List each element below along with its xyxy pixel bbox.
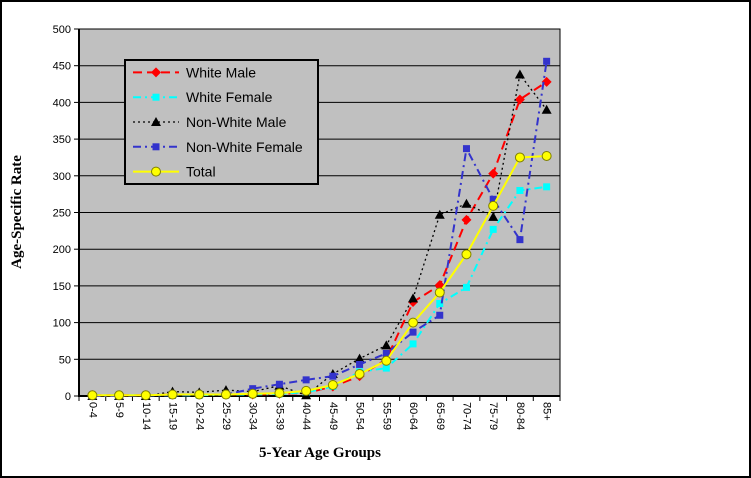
marker-non-white-female [302,376,310,384]
x-tick-label: 30-34 [247,402,259,430]
marker-white-male [514,94,525,105]
marker-total [434,287,445,298]
x-tick-label: 15-19 [167,402,179,430]
y-tick-label: 400 [53,97,71,109]
x-tick-label: 25-29 [220,402,232,430]
marker-total [247,388,258,399]
marker-non-white-male [381,340,392,350]
marker-total [220,389,231,400]
legend-label-non-white-female: Non-White Female [186,139,303,155]
marker-non-white-female [329,372,337,380]
x-tick-label: 50-54 [354,402,366,430]
y-tick-label: 0 [65,391,71,403]
marker-non-white-female [516,236,524,244]
marker-total [408,317,419,328]
marker-non-white-male [408,293,419,303]
y-tick-label: 450 [53,61,71,73]
legend-label-white-female: White Female [186,89,273,105]
marker-non-white-female [249,385,257,393]
y-tick-label: 300 [53,171,71,183]
y-tick-label: 350 [53,134,71,146]
legend-marker-white-female [152,93,160,101]
legend-label-white-male: White Male [186,64,256,80]
marker-total [167,389,178,400]
marker-total [381,355,392,366]
legend-marker-white-male [151,67,161,78]
marker-white-female [409,340,417,348]
marker-non-white-female [436,311,444,319]
y-tick-label: 100 [53,318,71,330]
marker-non-white-male [434,209,445,219]
marker-total [140,390,151,401]
marker-non-white-female [489,195,497,203]
legend-label-total: Total [186,164,216,180]
marker-white-male [461,214,472,225]
marker-total [514,152,525,163]
x-tick-label: 0-4 [86,402,98,418]
x-tick-label: 20-24 [193,402,205,430]
marker-total [87,390,98,401]
x-tick-label: 70-74 [460,402,472,430]
marker-white-female [516,186,524,194]
marker-non-white-female [462,145,470,153]
marker-total [301,385,312,396]
x-tick-label: 45-49 [327,402,339,430]
marker-white-female [436,300,444,308]
marker-white-male [488,168,499,179]
marker-total [354,368,365,379]
marker-non-white-male [541,104,552,114]
marker-white-female [489,225,497,233]
x-tick-label: 80-84 [514,402,526,430]
marker-total [194,389,205,400]
legend-marker-non-white-female [152,143,160,151]
marker-white-female [462,283,470,291]
x-tick-label: 5-9 [113,402,125,418]
marker-white-female [543,183,551,191]
x-tick-label: 40-44 [300,402,312,430]
y-tick-label: 500 [53,24,71,36]
marker-non-white-male [461,198,472,208]
y-tick-label: 250 [53,208,71,220]
marker-non-white-female [356,360,364,368]
marker-total [274,388,285,399]
y-axis-title: Age-Specific Rate [9,155,25,269]
marker-non-white-male [488,211,499,221]
x-tick-label: 10-14 [140,402,152,430]
marker-total [114,390,125,401]
legend-marker-total [151,166,161,177]
marker-non-white-female [382,349,390,357]
x-tick-label: 65-69 [434,402,446,430]
x-tick-label: 35-39 [273,402,285,430]
legend-marker-non-white-male [151,117,161,126]
x-tick-label: 85+ [541,402,553,421]
marker-total [327,379,338,390]
y-tick-label: 200 [53,244,71,256]
marker-total [461,249,472,260]
marker-white-female [382,364,390,372]
x-tick-label: 60-64 [407,402,419,430]
marker-total [488,200,499,211]
marker-non-white-female [275,380,283,388]
marker-total [541,150,552,161]
y-tick-label: 50 [59,354,71,366]
marker-non-white-female [409,328,417,336]
marker-non-white-male [514,69,525,79]
x-axis-title: 5-Year Age Groups [259,445,381,461]
x-tick-label: 75-79 [487,402,499,430]
marker-non-white-female [543,57,551,65]
legend-label-non-white-male: Non-White Male [186,114,287,130]
marker-non-white-male [354,353,365,363]
x-tick-label: 55-59 [380,402,392,430]
y-tick-label: 150 [53,281,71,293]
